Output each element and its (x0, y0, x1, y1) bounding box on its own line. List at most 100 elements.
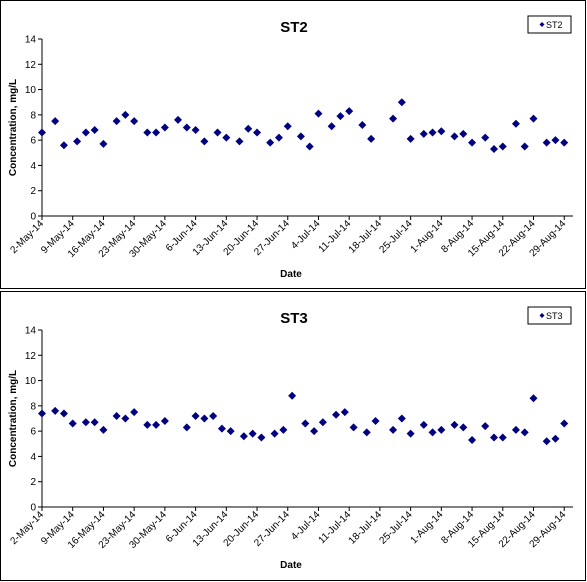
data-point (397, 414, 406, 423)
legend-marker (539, 22, 545, 27)
y-tick-label: 12 (25, 351, 37, 362)
data-point (270, 429, 279, 438)
chart-panel-st2: ST2 0 2 4 6 8 10 12 14 Concentration, mg/L 2-May-1… (0, 0, 586, 289)
data-point (428, 128, 437, 137)
data-point (81, 418, 90, 427)
data-point (283, 122, 292, 131)
chart-title: ST2 (280, 19, 308, 36)
data-point (81, 128, 90, 137)
data-point (551, 136, 560, 145)
data-point (301, 419, 310, 428)
data-point (459, 129, 468, 138)
data-point (468, 138, 477, 147)
data-point (336, 112, 345, 121)
x-tick-label: 25-Jul-14 (377, 509, 415, 547)
data-point (349, 423, 358, 432)
data-point (358, 120, 367, 129)
data-point (38, 409, 46, 418)
data-point (73, 137, 82, 146)
data-point (257, 433, 266, 442)
data-point (437, 127, 446, 136)
data-point (112, 411, 121, 420)
y-tick-label: 6 (30, 427, 36, 438)
data-point (200, 414, 209, 423)
data-point (406, 429, 415, 438)
data-point (248, 429, 257, 438)
data-point (121, 110, 130, 119)
data-point (498, 142, 507, 151)
y-tick-label: 2 (30, 477, 36, 488)
data-point (437, 425, 446, 434)
y-tick-label: 0 (30, 503, 36, 514)
data-point (542, 437, 551, 446)
legend: ST2 (527, 15, 572, 34)
data-point (222, 133, 231, 142)
data-point (459, 423, 468, 432)
data-point (174, 115, 183, 124)
data-point (160, 417, 169, 426)
data-point (143, 420, 152, 429)
data-point (428, 428, 437, 437)
data-point (182, 423, 191, 432)
data-point (200, 137, 209, 146)
data-point (191, 126, 200, 135)
x-axis-title: Date (280, 269, 302, 280)
data-point (371, 417, 380, 426)
data-point (38, 128, 46, 137)
data-point (560, 419, 569, 428)
legend-marker (539, 313, 545, 318)
data-point (450, 132, 459, 141)
data-point (529, 114, 538, 123)
y-tick-label: 8 (30, 401, 36, 412)
data-point (130, 117, 139, 126)
data-point (130, 408, 139, 417)
y-axis-title: Concentration, mg/L (8, 370, 19, 467)
data-point (490, 144, 499, 153)
data-point (209, 411, 218, 420)
data-point (560, 138, 569, 147)
data-point (143, 128, 152, 137)
data-point (419, 129, 428, 138)
data-point (160, 123, 169, 132)
data-point (345, 107, 354, 116)
data-point (389, 425, 398, 434)
x-axis-title: Date (280, 560, 302, 571)
data-point (520, 142, 529, 151)
data-point (279, 425, 288, 434)
data-point (305, 142, 314, 151)
data-point (367, 134, 376, 143)
x-tick-label: 25-Jul-14 (377, 218, 415, 256)
chart-title: ST3 (280, 310, 308, 327)
legend-box (527, 15, 572, 34)
data-point (288, 391, 297, 400)
data-point (389, 114, 398, 123)
y-tick-label: 8 (30, 110, 36, 121)
data-point (498, 433, 507, 442)
data-point (152, 128, 161, 137)
data-point (239, 432, 248, 441)
data-point (182, 123, 191, 132)
legend-label: ST3 (546, 311, 563, 321)
data-point (397, 98, 406, 107)
data-point (244, 124, 253, 133)
legend: ST3 (527, 306, 572, 325)
data-point (266, 138, 275, 147)
data-point (152, 420, 161, 429)
data-point (191, 411, 200, 420)
y-tick-label: 6 (30, 136, 36, 147)
data-point (332, 410, 341, 419)
data-point (362, 428, 371, 437)
y-tick-label: 14 (25, 35, 37, 46)
y-tick-label: 4 (30, 452, 36, 463)
y-tick-label: 2 (30, 186, 36, 197)
data-point (551, 434, 560, 443)
data-point (217, 424, 226, 433)
data-point (99, 139, 108, 148)
data-point (529, 394, 538, 403)
data-point (450, 420, 459, 429)
data-point (481, 422, 490, 431)
y-tick-label: 14 (25, 326, 37, 337)
data-point (511, 425, 520, 434)
data-point (99, 425, 108, 434)
